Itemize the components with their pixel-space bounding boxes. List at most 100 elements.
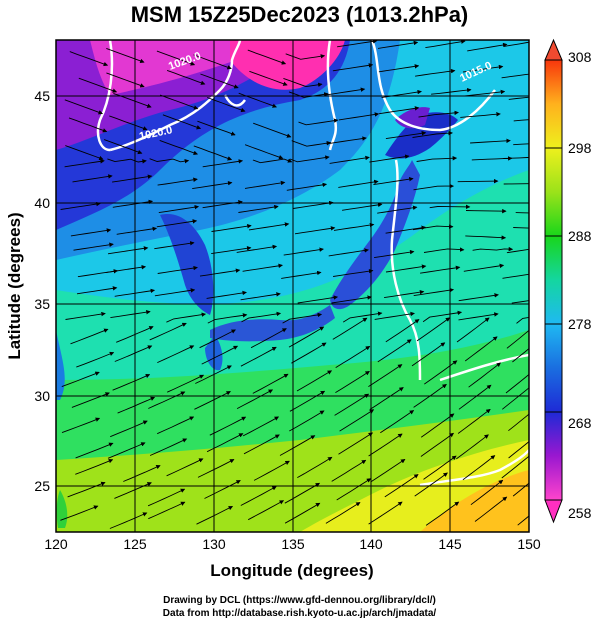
wind-streamline [148,501,186,520]
wind-streamline [195,365,232,384]
x-tick-label: 135 [281,536,305,552]
wind-streamline [467,42,508,52]
wind-streamline [281,270,322,279]
wind-streamline [464,336,498,362]
wind-streamline [379,106,420,115]
wind-streamline [508,441,529,459]
wind-streamline [61,371,100,388]
grid-lines [56,40,529,532]
wind-streamline [288,326,325,348]
wind-streamline [154,288,196,297]
y-tick-label: 25 [34,478,50,494]
wind-streamline [294,226,336,235]
wind-streamline [506,329,529,349]
wind-streamline [60,201,101,210]
wind-streamline [513,119,529,122]
x-tick-label: 150 [517,536,541,552]
wind-streamline [242,416,280,437]
wind-streamline [159,94,199,110]
wind-streamline [285,53,326,60]
wind-streamline [368,433,403,457]
wind-streamline [515,212,529,214]
colorbar-label: 308 [568,49,592,65]
wind-streamline [384,289,425,299]
wind-streamline [197,120,236,136]
isobar-contours [96,40,529,487]
wind-streamline [332,317,368,340]
y-axis-title: Latitude (degrees) [5,212,24,359]
wind-streamline [502,387,529,410]
wind-streamline [468,362,501,388]
wind-streamline [456,434,489,460]
wind-streamline [199,268,241,277]
x-axis-title: Longitude (degrees) [210,561,373,580]
wind-streamline [236,389,274,409]
colorbar-label: 288 [568,228,592,244]
wind-streamline [335,370,370,393]
wind-streamline [147,488,186,507]
wind-streamline [291,342,327,364]
wind-streamline [472,246,514,252]
wind-streamline [156,50,196,66]
wind-streamline [114,482,152,499]
credit-line-drawing: Drawing by DCL (https://www.gfd-dennou.o… [163,595,436,606]
wind-streamline [424,360,458,385]
wind-streamline [157,177,198,186]
wind-streamline [414,472,448,497]
wind-streamline [240,292,281,301]
wind-streamline [508,413,529,432]
wind-streamline [338,112,380,121]
wind-streamline [470,479,504,506]
wind-streamline [64,159,105,168]
wind-streamline [73,242,114,251]
wind-streamline [464,89,506,97]
wind-streamline [247,49,287,65]
wind-streamline [342,202,383,211]
wind-streamline [67,481,106,498]
wind-streamline [240,486,277,506]
wind-streamline [331,295,372,304]
wind-streamline [193,145,233,161]
wind-streamline [368,501,403,525]
wind-streamline [107,246,149,255]
wind-streamline [512,347,529,363]
wind-streamline [112,374,151,391]
colorbar-label: 268 [568,415,592,431]
wind-streamline [412,224,454,231]
wind-streamline [197,459,235,478]
wind-streamline [244,180,286,189]
wind-streamline [253,122,292,138]
wind-streamline [201,345,239,365]
wind-streamline [78,77,118,93]
wind-streamline [378,64,420,73]
wind-streamline [425,40,466,49]
wind-streamline [291,140,332,147]
wind-streamline [474,496,508,522]
wind-streamline [420,265,461,274]
wind-streamline [501,73,529,79]
colorbar-top-triangle [544,38,563,61]
wind-streamline [335,345,371,368]
wind-streamline [385,264,427,273]
wind-streamline [253,460,290,481]
wind-streamline [458,312,499,321]
wind-streamline [149,438,188,456]
colorbar-label: 258 [568,505,592,521]
wind-streamline [283,247,324,256]
wind-streamline [72,174,113,183]
wind-streamline [157,416,195,435]
wind-streamline [202,159,244,168]
chart-title: MSM 15Z25Dec2023 (1013.2hPa) [130,2,469,27]
wind-streamline [501,452,529,479]
wind-streamline [371,458,406,482]
wind-streamline [204,480,241,499]
wind-streamline [148,391,186,409]
wind-streamline [166,458,204,477]
x-tick-label: 130 [202,536,226,552]
wind-streamline [106,72,145,88]
wind-streamline [374,311,415,320]
wind-streamline [284,482,321,504]
wind-streamline [338,432,374,455]
wind-streamline [420,413,455,438]
credits: Drawing by DCL (https://www.gfd-dennou.o… [0,594,599,620]
